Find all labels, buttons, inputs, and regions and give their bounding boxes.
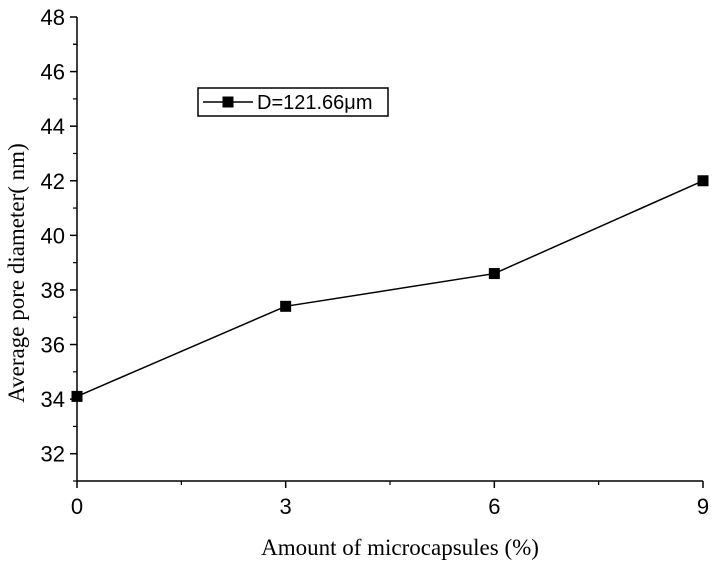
y-tick-label: 40 xyxy=(41,223,65,248)
y-tick-label: 48 xyxy=(41,5,65,30)
data-point xyxy=(488,268,500,280)
x-tick-label: 0 xyxy=(71,494,83,519)
legend-label: D=121.66μm xyxy=(257,92,372,114)
x-tick-label: 6 xyxy=(488,494,500,519)
y-tick-label: 46 xyxy=(41,60,65,85)
series-line xyxy=(76,180,704,398)
data-point xyxy=(280,300,292,312)
x-tick-label: 3 xyxy=(280,494,292,519)
legend: D=121.66μm xyxy=(197,87,389,117)
y-tick-label: 44 xyxy=(41,114,65,139)
y-tick-label: 36 xyxy=(41,333,65,358)
y-tick-label: 38 xyxy=(41,278,65,303)
axes xyxy=(76,17,703,482)
y-tick-label: 32 xyxy=(41,442,65,467)
data-point xyxy=(697,175,709,187)
y-tick-label: 42 xyxy=(41,169,65,194)
x-tick-label: 9 xyxy=(697,494,709,519)
y-tick-label: 34 xyxy=(41,387,65,412)
data-point xyxy=(71,390,83,402)
series-group xyxy=(71,175,709,402)
legend-marker xyxy=(222,96,234,108)
x-axis-title: Amount of microcapsules (%) xyxy=(261,535,539,560)
y-axis-title: Average pore diameter( nm) xyxy=(4,143,29,402)
